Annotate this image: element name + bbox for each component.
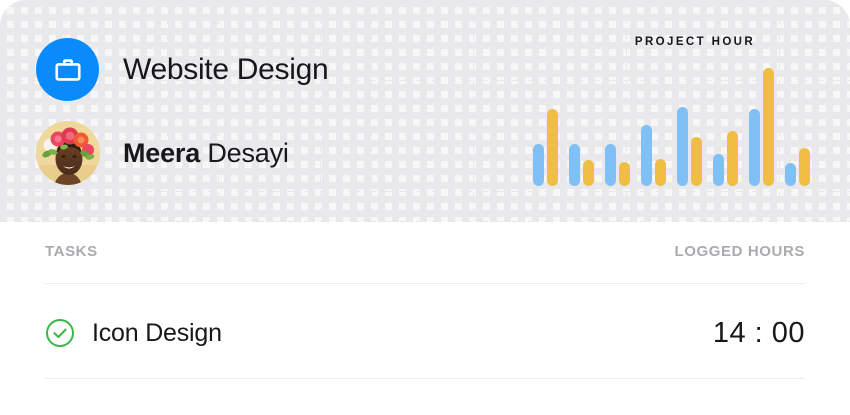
header-panel: Website Design [0,0,850,222]
user-name: Meera Desayi [123,138,289,169]
chart-bar-logged-1 [547,109,558,186]
chart-bar-logged-5 [691,137,702,186]
chart-bar-planned-6 [713,154,724,186]
task-name: Icon Design [92,318,222,347]
task-row-left: Icon Design [45,318,222,348]
tasks-table: TASKS LOGGED HOURS Icon Design 14 : 00 [0,222,850,415]
column-header-tasks: TASKS [45,243,98,260]
project-hour-chart: PROJECT HOUR [528,36,820,186]
chart-bar-planned-5 [677,106,688,186]
table-row[interactable]: Icon Design 14 : 00 [45,308,805,358]
chart-bar-planned-1 [533,143,544,186]
project-icon-badge [36,38,99,101]
project-identity[interactable]: Website Design [36,38,329,101]
chart-bar-logged-7 [763,68,774,186]
table-header-divider [45,283,805,284]
chart-bar-planned-7 [749,109,760,186]
chart-bar-logged-6 [727,130,738,186]
chart-bar-logged-8 [799,147,810,186]
chart-bar-planned-2 [569,143,580,186]
chart-bar-logged-4 [655,159,666,186]
user-last-name: Desayi [207,137,289,168]
table-header-row: TASKS LOGGED HOURS [45,243,805,260]
chart-bar-planned-8 [785,162,796,186]
user-first-name: Meera [123,137,201,168]
chart-bar-logged-2 [583,160,594,186]
avatar [36,121,100,185]
user-identity[interactable]: Meera Desayi [36,121,289,185]
chart-bar-planned-4 [641,124,652,186]
chart-bar-logged-3 [619,161,630,186]
check-circle-icon[interactable] [45,318,75,348]
briefcase-icon [54,58,81,81]
chart-title: PROJECT HOUR [634,36,756,48]
avatar-photo [36,121,100,185]
chart-bar-planned-3 [605,143,616,186]
table-row-divider [45,378,805,379]
project-title: Website Design [123,52,329,86]
chart-plot-area [528,58,820,186]
column-header-logged-hours: LOGGED HOURS [674,243,805,260]
task-logged-hours: 14 : 00 [712,316,805,349]
